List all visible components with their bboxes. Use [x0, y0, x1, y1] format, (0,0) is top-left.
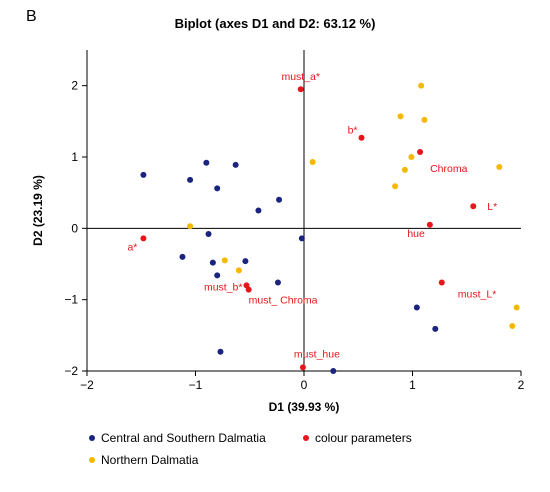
- data-point: [496, 163, 503, 170]
- data-point: [297, 86, 304, 93]
- y-tick-label: 0: [71, 221, 78, 235]
- data-point: [408, 154, 415, 160]
- data-point: [299, 364, 306, 371]
- y-tick-label: 1: [71, 150, 78, 164]
- data-point: [513, 304, 520, 311]
- data-point: [245, 286, 252, 293]
- x-tick-label: 2: [518, 378, 525, 392]
- point-label: must_L*: [458, 289, 497, 301]
- data-point: [187, 176, 194, 183]
- data-point: [426, 221, 433, 228]
- data-point: [274, 279, 281, 286]
- point-label: hue: [407, 228, 425, 240]
- legend-label: Northern Dalmatia: [101, 453, 199, 467]
- x-tick-label: 1: [409, 378, 416, 392]
- data-point: [509, 323, 516, 330]
- data-point: [417, 149, 424, 156]
- data-point: [179, 253, 186, 260]
- point-label: b*: [348, 125, 358, 137]
- data-point: [205, 231, 212, 238]
- data-point: [432, 325, 439, 332]
- data-point: [418, 82, 425, 89]
- data-point: [232, 161, 239, 168]
- data-point: [421, 116, 428, 123]
- data-point: [397, 113, 404, 120]
- x-axis-title: D1 (39.93 %): [269, 400, 340, 414]
- y-tick-label: 2: [71, 79, 78, 93]
- legend-marker: [89, 435, 95, 441]
- point-label: a*: [127, 241, 137, 253]
- data-point: [392, 183, 399, 190]
- data-point: [203, 159, 210, 166]
- data-point: [214, 185, 221, 192]
- y-axis-title: D2 (23.19 %): [31, 175, 45, 246]
- point-label: Chroma: [430, 163, 468, 175]
- data-point: [140, 171, 147, 178]
- data-point: [209, 259, 216, 266]
- data-point: [187, 223, 194, 230]
- data-point: [309, 158, 316, 165]
- legend-label: Central and Southern Dalmatia: [101, 431, 266, 445]
- legend-marker: [303, 435, 309, 441]
- point-label: must_b*: [204, 281, 243, 293]
- chart-title: Biplot (axes D1 and D2: 63.12 %): [174, 16, 376, 31]
- data-point: [217, 348, 224, 355]
- data-point: [358, 134, 365, 141]
- y-tick-label: −1: [64, 293, 78, 307]
- data-point: [140, 235, 147, 242]
- data-point: [214, 272, 221, 279]
- data-point: [242, 258, 249, 265]
- data-point: [298, 235, 305, 242]
- data-point: [438, 279, 445, 286]
- data-point: [413, 304, 420, 311]
- point-label: must_ Chroma: [249, 295, 318, 307]
- y-tick-label: −2: [64, 364, 78, 378]
- data-point: [221, 257, 228, 264]
- point-label: L*: [487, 201, 497, 213]
- data-point: [255, 207, 262, 214]
- legend-marker: [89, 457, 95, 463]
- legend-label: colour parameters: [315, 431, 412, 445]
- point-label: must_a*: [281, 71, 320, 83]
- x-tick-label: 0: [301, 378, 308, 392]
- data-point: [401, 166, 408, 173]
- panel-letter: B: [26, 8, 37, 25]
- data-point: [330, 368, 337, 374]
- x-tick-label: −1: [189, 378, 203, 392]
- data-point: [470, 203, 477, 210]
- x-tick-label: −2: [80, 378, 94, 392]
- data-point: [235, 267, 242, 274]
- data-point: [276, 196, 283, 203]
- point-label: must_hue: [294, 348, 340, 360]
